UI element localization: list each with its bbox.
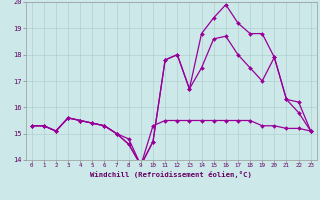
- X-axis label: Windchill (Refroidissement éolien,°C): Windchill (Refroidissement éolien,°C): [90, 171, 252, 178]
